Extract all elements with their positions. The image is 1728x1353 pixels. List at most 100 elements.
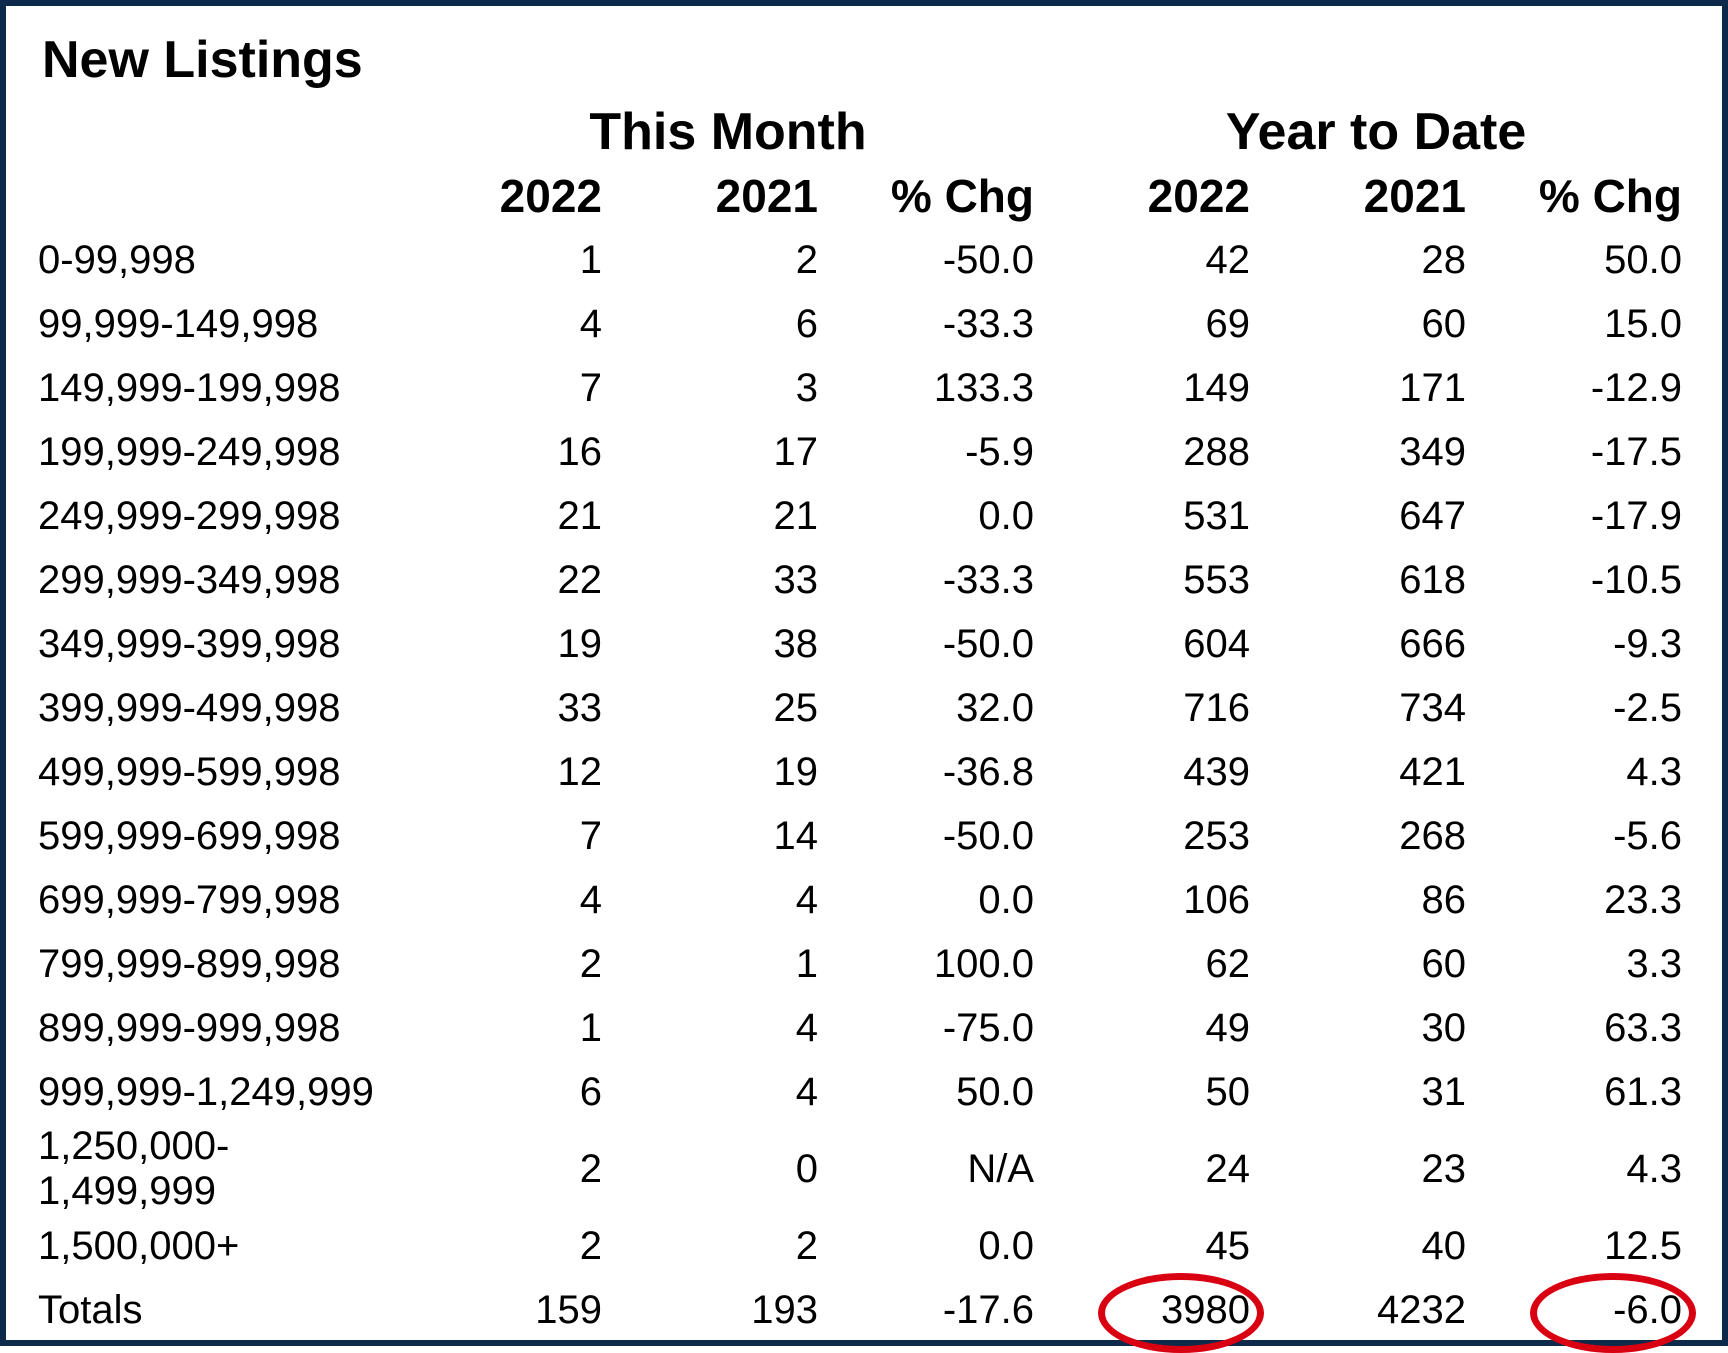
row-label: 249,999-299,998 — [34, 484, 404, 548]
cell: 1 — [620, 932, 836, 996]
cell: 17 — [620, 420, 836, 484]
table-row: 699,999-799,998440.01068623.3 — [34, 868, 1700, 932]
cell: -17.5 — [1484, 420, 1700, 484]
cell: -50.0 — [836, 804, 1052, 868]
cell: 7 — [404, 356, 620, 420]
cell: 21 — [404, 484, 620, 548]
cell: -6.0 — [1484, 1278, 1700, 1342]
cell: -50.0 — [836, 612, 1052, 676]
cell: 6 — [404, 1060, 620, 1124]
cell: 38 — [620, 612, 836, 676]
cell: 3.3 — [1484, 932, 1700, 996]
cell: 32.0 — [836, 676, 1052, 740]
cell: -33.3 — [836, 548, 1052, 612]
cell: 15.0 — [1484, 292, 1700, 356]
cell: 2 — [620, 1214, 836, 1278]
cell: 21 — [620, 484, 836, 548]
cell: 49 — [1052, 996, 1268, 1060]
cell: 24 — [1052, 1124, 1268, 1214]
row-label: 199,999-249,998 — [34, 420, 404, 484]
row-label: 399,999-499,998 — [34, 676, 404, 740]
table-row: 149,999-199,99873133.3149171-12.9 — [34, 356, 1700, 420]
cell: 2 — [620, 228, 836, 292]
cell: 349 — [1268, 420, 1484, 484]
cell: 4 — [404, 868, 620, 932]
cell: 647 — [1268, 484, 1484, 548]
cell: 6 — [620, 292, 836, 356]
cell: 666 — [1268, 612, 1484, 676]
col-header: % Chg — [1484, 164, 1700, 228]
table-row: 899,999-999,99814-75.0493063.3 — [34, 996, 1700, 1060]
cell: 100.0 — [836, 932, 1052, 996]
cell: 23.3 — [1484, 868, 1700, 932]
cell: 4232 — [1268, 1278, 1484, 1342]
cell: 62 — [1052, 932, 1268, 996]
cell: 604 — [1052, 612, 1268, 676]
col-header: 2022 — [1052, 164, 1268, 228]
col-header: 2022 — [404, 164, 620, 228]
cell: 3 — [620, 356, 836, 420]
report-frame: New Listings This Month Year to Date 202… — [0, 0, 1728, 1346]
cell: 159 — [404, 1278, 620, 1342]
listings-table: This Month Year to Date 2022 2021 % Chg … — [34, 100, 1700, 1342]
cell: 23 — [1268, 1124, 1484, 1214]
row-label: Totals — [34, 1278, 404, 1342]
cell: 50 — [1052, 1060, 1268, 1124]
col-header: 2021 — [1268, 164, 1484, 228]
cell: 4 — [620, 1060, 836, 1124]
table-row: 299,999-349,9982233-33.3553618-10.5 — [34, 548, 1700, 612]
cell: 1 — [404, 996, 620, 1060]
group-header-row: This Month Year to Date — [34, 100, 1700, 164]
cell: 50.0 — [1484, 228, 1700, 292]
cell: 0.0 — [836, 868, 1052, 932]
col-header: 2021 — [620, 164, 836, 228]
cell: 16 — [404, 420, 620, 484]
cell: 3980 — [1052, 1278, 1268, 1342]
cell: -9.3 — [1484, 612, 1700, 676]
cell: 40 — [1268, 1214, 1484, 1278]
cell: 14 — [620, 804, 836, 868]
row-label: 699,999-799,998 — [34, 868, 404, 932]
cell: 268 — [1268, 804, 1484, 868]
cell: 45 — [1052, 1214, 1268, 1278]
table-row: 399,999-499,998332532.0716734-2.5 — [34, 676, 1700, 740]
totals-row: Totals159193-17.639804232-6.0 — [34, 1278, 1700, 1342]
cell: 106 — [1052, 868, 1268, 932]
cell: N/A — [836, 1124, 1052, 1214]
cell: -33.3 — [836, 292, 1052, 356]
cell: 50.0 — [836, 1060, 1052, 1124]
cell: 4.3 — [1484, 740, 1700, 804]
row-label: 99,999-149,998 — [34, 292, 404, 356]
row-label: 899,999-999,998 — [34, 996, 404, 1060]
cell: -5.9 — [836, 420, 1052, 484]
row-label: 999,999-1,249,999 — [34, 1060, 404, 1124]
highlight-circle — [1530, 1273, 1696, 1353]
cell: -36.8 — [836, 740, 1052, 804]
cell: 149 — [1052, 356, 1268, 420]
column-header-row: 2022 2021 % Chg 2022 2021 % Chg — [34, 164, 1700, 228]
table-row: 499,999-599,9981219-36.84394214.3 — [34, 740, 1700, 804]
row-label: 149,999-199,998 — [34, 356, 404, 420]
cell: 86 — [1268, 868, 1484, 932]
table-row: 0-99,99812-50.0422850.0 — [34, 228, 1700, 292]
table-row: 799,999-899,99821100.062603.3 — [34, 932, 1700, 996]
cell: 60 — [1268, 292, 1484, 356]
cell: 33 — [620, 548, 836, 612]
row-label: 1,250,000-1,499,999 — [34, 1124, 404, 1214]
row-label: 599,999-699,998 — [34, 804, 404, 868]
cell: -12.9 — [1484, 356, 1700, 420]
cell: 618 — [1268, 548, 1484, 612]
cell: 60 — [1268, 932, 1484, 996]
cell: -17.6 — [836, 1278, 1052, 1342]
cell: 2 — [404, 932, 620, 996]
cell: 31 — [1268, 1060, 1484, 1124]
cell: 4.3 — [1484, 1124, 1700, 1214]
cell: 2 — [404, 1214, 620, 1278]
row-label: 299,999-349,998 — [34, 548, 404, 612]
cell: -10.5 — [1484, 548, 1700, 612]
group-header-this-month: This Month — [404, 100, 1052, 164]
cell: 69 — [1052, 292, 1268, 356]
row-label: 1,500,000+ — [34, 1214, 404, 1278]
cell: 4 — [620, 868, 836, 932]
row-label: 799,999-899,998 — [34, 932, 404, 996]
